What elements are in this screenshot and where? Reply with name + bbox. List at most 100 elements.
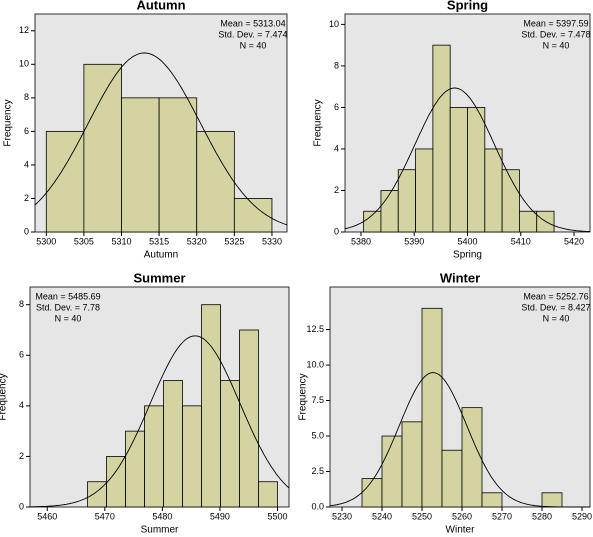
- y-tick-label: 6: [24, 126, 29, 136]
- bar: [432, 44, 451, 233]
- y-axis-label: Frequency: [313, 99, 324, 146]
- y-tick-label: 12.5: [306, 324, 324, 334]
- y-tick-label: 5.0: [311, 430, 324, 440]
- y-tick-label: 4: [19, 400, 24, 410]
- x-tick-label: 5500: [267, 511, 287, 521]
- bar: [144, 405, 164, 508]
- x-tick-label: 5290: [572, 511, 592, 521]
- y-tick-label: 0: [24, 226, 29, 236]
- annotation: Std. Dev. = 7.478: [521, 29, 590, 39]
- bar: [121, 97, 160, 233]
- x-tick-label: 5310: [111, 236, 131, 246]
- x-axis-label: Spring: [453, 250, 482, 261]
- chart-title: Autumn: [136, 0, 185, 12]
- y-tick-label: 12: [19, 25, 29, 35]
- x-tick-label: 5470: [95, 511, 115, 521]
- bar: [196, 130, 235, 233]
- x-tick-label: 5270: [492, 511, 512, 521]
- x-tick-label: 5330: [262, 236, 282, 246]
- bar: [258, 481, 278, 508]
- bar: [380, 190, 399, 233]
- x-tick-label: 5420: [564, 236, 584, 246]
- x-tick-label: 5380: [351, 236, 371, 246]
- y-axis-label: Frequency: [3, 99, 14, 146]
- x-tick-label: 5410: [511, 236, 531, 246]
- bar: [45, 130, 85, 233]
- x-tick-label: 5260: [452, 511, 472, 521]
- y-tick-label: 6: [334, 102, 339, 112]
- y-tick-label: 6: [19, 350, 24, 360]
- x-tick-label: 5490: [210, 511, 230, 521]
- bar: [363, 210, 382, 233]
- x-tick-label: 5280: [532, 511, 552, 521]
- annotation: N = 40: [240, 40, 267, 50]
- annotation: Std. Dev. = 7.474: [218, 29, 287, 39]
- bar: [415, 148, 434, 233]
- chart-title: Winter: [440, 270, 480, 285]
- normal-curve: [344, 87, 591, 233]
- bar: [239, 329, 259, 508]
- bar: [467, 107, 486, 233]
- bar: [461, 407, 483, 508]
- y-tick-label: 4: [24, 159, 29, 169]
- x-tick-label: 5305: [74, 236, 94, 246]
- chart-title: Summer: [133, 270, 185, 285]
- annotation: Mean = 5313.04: [220, 18, 285, 28]
- bar: [401, 421, 423, 508]
- x-tick-label: 5230: [332, 511, 352, 521]
- y-tick-label: 8: [334, 60, 339, 70]
- bar: [163, 380, 183, 508]
- bar: [125, 430, 145, 508]
- bar: [501, 169, 520, 233]
- x-tick-label: 5400: [457, 236, 477, 246]
- x-tick-label: 5240: [372, 511, 392, 521]
- bar: [83, 63, 122, 233]
- bar: [449, 107, 468, 233]
- bar: [158, 97, 198, 233]
- y-tick-label: 2: [19, 451, 24, 461]
- normal-curve: [30, 335, 290, 508]
- bar: [361, 478, 383, 508]
- x-tick-label: 5390: [404, 236, 424, 246]
- x-axis-label: Winter: [446, 525, 476, 536]
- y-tick-label: 10: [329, 19, 339, 29]
- y-tick-label: 2: [24, 193, 29, 203]
- y-tick-label: 8: [19, 299, 24, 309]
- x-tick-label: 5250: [412, 511, 432, 521]
- y-tick-label: 7.5: [311, 395, 324, 405]
- chart-title: Spring: [447, 0, 488, 12]
- y-tick-label: 8: [24, 92, 29, 102]
- x-tick-label: 5320: [187, 236, 207, 246]
- annotation: N = 40: [55, 313, 82, 323]
- bar: [481, 492, 503, 508]
- y-tick-label: 0: [334, 226, 339, 236]
- x-tick-label: 5300: [36, 236, 56, 246]
- annotation: N = 40: [543, 40, 570, 50]
- y-axis-label: Frequency: [298, 373, 309, 420]
- normal-curve: [329, 372, 590, 508]
- annotation: N = 40: [543, 313, 570, 323]
- y-tick-label: 10.0: [306, 359, 324, 369]
- y-tick-label: 10: [19, 59, 29, 69]
- bar: [421, 307, 443, 508]
- x-axis-label: Autumn: [144, 250, 178, 261]
- x-tick-label: 5325: [224, 236, 244, 246]
- y-tick-label: 2: [334, 185, 339, 195]
- annotation: Std. Dev. = 8.427: [521, 302, 590, 312]
- x-axis-label: Summer: [141, 525, 179, 536]
- x-tick-label: 5315: [149, 236, 169, 246]
- bar: [381, 435, 403, 508]
- bar: [106, 456, 126, 508]
- annotation: Mean = 5397.59: [523, 18, 588, 28]
- y-tick-label: 2.5: [311, 466, 324, 476]
- normal-curve: [34, 52, 288, 226]
- bar: [541, 492, 563, 508]
- annotation: Std. Dev. = 7.78: [36, 302, 100, 312]
- annotation: Mean = 5485.69: [35, 291, 100, 301]
- bar: [397, 169, 416, 233]
- y-tick-label: 0: [19, 501, 24, 511]
- bar: [201, 304, 221, 508]
- bar: [182, 405, 202, 508]
